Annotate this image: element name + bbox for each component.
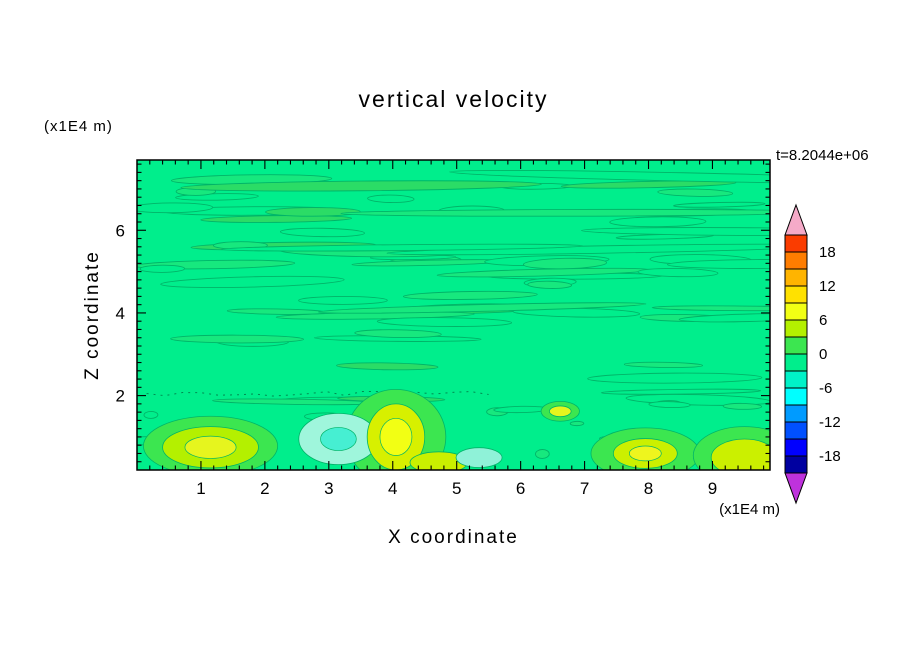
- x-tick-label: 3: [324, 479, 333, 498]
- colorbar-segment: [784, 302, 808, 321]
- axis-ticks: [137, 160, 770, 470]
- colorbar-segment: [784, 438, 808, 457]
- extremum-core: [628, 445, 662, 462]
- extremum-blob: [549, 405, 572, 418]
- colorbar-segment: [784, 455, 808, 474]
- z-tick-label: 6: [116, 221, 125, 240]
- z-axis-unit: (x1E4 m): [44, 118, 113, 135]
- x-tick-label: 7: [580, 479, 589, 498]
- contour-plot: 1 2 3 4 5 6 7 8 9 2 4 6: [116, 159, 771, 498]
- extremum-core: [184, 435, 237, 459]
- x-tick-label: 2: [260, 479, 269, 498]
- z-tick-label: 2: [116, 387, 125, 406]
- colorbar-segment: [784, 421, 808, 440]
- extremum-core: [379, 417, 413, 456]
- time-annotation: t=8.2044e+06: [776, 147, 869, 164]
- tick-labels: 1 2 3 4 5 6 7 8 9 2 4 6: [116, 221, 718, 498]
- x-tick-label: 9: [708, 479, 717, 498]
- colorbar-over-arrow: [784, 203, 808, 236]
- colorbar-tick-label: -18: [819, 448, 841, 465]
- colorbar-tick-label: -12: [819, 414, 841, 431]
- extremum-blob: [455, 447, 503, 468]
- colorbar: 18 12 6 0 -6 -12 -18: [784, 203, 841, 505]
- plot-frame: [136, 159, 771, 471]
- extremum-core: [320, 427, 357, 451]
- colorbar-segment: [784, 234, 808, 253]
- colorbar-segment: [784, 285, 808, 304]
- z-tick-label: 4: [116, 304, 125, 323]
- colorbar-segment: [784, 353, 808, 372]
- colorbar-segment: [784, 370, 808, 389]
- contour-field: [137, 169, 770, 470]
- colorbar-segment: [784, 319, 808, 338]
- x-tick-label: 8: [644, 479, 653, 498]
- colorbar-tick-label: 6: [819, 312, 827, 329]
- colorbar-under-arrow: [784, 472, 808, 505]
- x-tick-label: 6: [516, 479, 525, 498]
- colorbar-tick-label: 0: [819, 346, 827, 363]
- plot-title: vertical velocity: [358, 86, 549, 112]
- colorbar-tick-label: 12: [819, 278, 836, 295]
- colorbar-segment: [784, 404, 808, 423]
- colorbar-segment: [784, 336, 808, 355]
- x-tick-label: 4: [388, 479, 397, 498]
- colorbar-segment: [784, 387, 808, 406]
- colorbar-segment: [784, 268, 808, 287]
- extremum-blob: [710, 438, 770, 470]
- z2-isoline: [146, 390, 489, 397]
- colorbar-tick-label: 18: [819, 244, 836, 261]
- colorbar-segment: [784, 251, 808, 270]
- x-tick-label: 1: [196, 479, 205, 498]
- colorbar-tick-label: -6: [819, 380, 832, 397]
- x-axis-label: X coordinate: [388, 527, 519, 548]
- x-axis-unit: (x1E4 m): [719, 501, 780, 518]
- x-tick-label: 5: [452, 479, 461, 498]
